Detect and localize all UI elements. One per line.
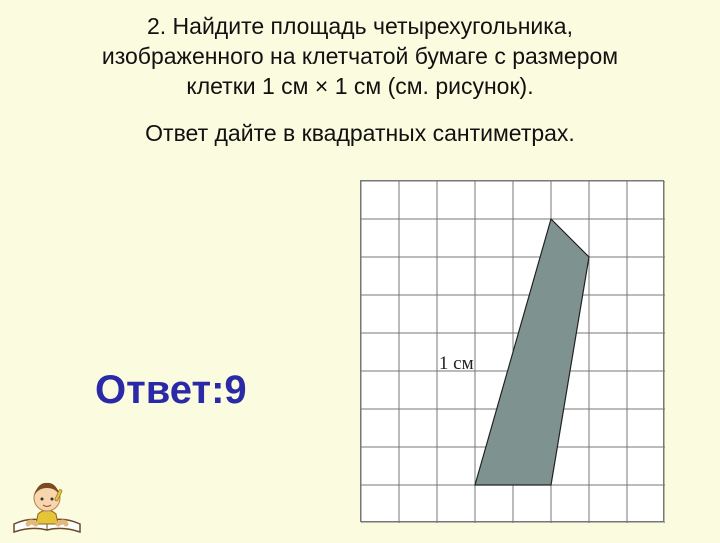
problem-line-1: 2. Найдите площадь четырехугольника, [147,13,573,39]
problem-line-3: клетки 1 см × 1 см (см. рисунок). [186,73,533,99]
quadrilateral-shape [475,219,589,485]
answer-text: Ответ:9 [95,368,247,413]
problem-statement: 2. Найдите площадь четырехугольника, изо… [0,0,720,102]
student-clipart-icon [8,468,86,538]
problem-line-2: изображенного на клетчатой бумаге с разм… [102,43,618,69]
problem-subtext: Ответ дайте в квадратных сантиметрах. [0,102,720,147]
unit-label: 1 см [439,353,474,374]
grid-figure: 1 см [360,180,664,522]
grid-svg: 1 см [361,181,665,523]
